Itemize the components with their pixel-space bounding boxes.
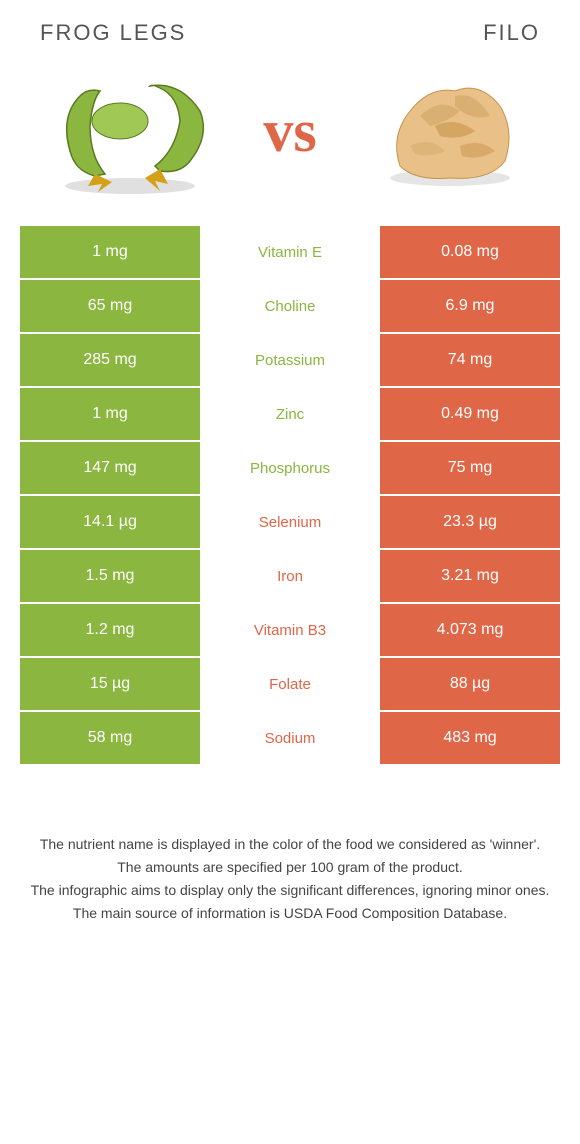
value-food-a: 1 mg bbox=[20, 226, 200, 278]
table-row: 58 mgSodium483 mg bbox=[20, 712, 560, 764]
value-food-b: 88 µg bbox=[380, 658, 560, 710]
nutrient-name: Vitamin E bbox=[200, 226, 380, 278]
value-food-a: 285 mg bbox=[20, 334, 200, 386]
table-row: 15 µgFolate88 µg bbox=[20, 658, 560, 710]
vs-text: vs bbox=[263, 97, 316, 166]
nutrient-name: Phosphorus bbox=[200, 442, 380, 494]
nutrient-name: Iron bbox=[200, 550, 380, 602]
table-row: 1.5 mgIron3.21 mg bbox=[20, 550, 560, 602]
value-food-b: 75 mg bbox=[380, 442, 560, 494]
value-food-a: 147 mg bbox=[20, 442, 200, 494]
table-row: 1 mgZinc0.49 mg bbox=[20, 388, 560, 440]
table-row: 1 mgVitamin E0.08 mg bbox=[20, 226, 560, 278]
nutrient-name: Sodium bbox=[200, 712, 380, 764]
footer-notes: The nutrient name is displayed in the co… bbox=[0, 794, 580, 956]
value-food-a: 58 mg bbox=[20, 712, 200, 764]
value-food-a: 1 mg bbox=[20, 388, 200, 440]
food-a-image bbox=[40, 66, 220, 196]
value-food-b: 0.49 mg bbox=[380, 388, 560, 440]
value-food-b: 0.08 mg bbox=[380, 226, 560, 278]
value-food-b: 4.073 mg bbox=[380, 604, 560, 656]
nutrient-name: Folate bbox=[200, 658, 380, 710]
footer-line-1: The nutrient name is displayed in the co… bbox=[30, 834, 550, 855]
value-food-a: 1.2 mg bbox=[20, 604, 200, 656]
value-food-b: 23.3 µg bbox=[380, 496, 560, 548]
value-food-a: 15 µg bbox=[20, 658, 200, 710]
titles-row: FROG LEGS FILO bbox=[0, 0, 580, 56]
footer-line-3: The infographic aims to display only the… bbox=[30, 880, 550, 901]
value-food-b: 74 mg bbox=[380, 334, 560, 386]
hero-row: vs bbox=[0, 56, 580, 226]
infographic-container: FROG LEGS FILO vs bbox=[0, 0, 580, 956]
table-row: 65 mgCholine6.9 mg bbox=[20, 280, 560, 332]
footer-line-2: The amounts are specified per 100 gram o… bbox=[30, 857, 550, 878]
value-food-b: 483 mg bbox=[380, 712, 560, 764]
nutrient-name: Zinc bbox=[200, 388, 380, 440]
nutrient-name: Potassium bbox=[200, 334, 380, 386]
value-food-b: 3.21 mg bbox=[380, 550, 560, 602]
value-food-a: 14.1 µg bbox=[20, 496, 200, 548]
footer-line-4: The main source of information is USDA F… bbox=[30, 903, 550, 924]
value-food-a: 65 mg bbox=[20, 280, 200, 332]
nutrient-name: Vitamin B3 bbox=[200, 604, 380, 656]
table-row: 1.2 mgVitamin B34.073 mg bbox=[20, 604, 560, 656]
food-b-title: FILO bbox=[483, 20, 540, 46]
food-a-title: FROG LEGS bbox=[40, 20, 186, 46]
nutrient-name: Choline bbox=[200, 280, 380, 332]
table-row: 147 mgPhosphorus75 mg bbox=[20, 442, 560, 494]
table-row: 14.1 µgSelenium23.3 µg bbox=[20, 496, 560, 548]
nutrient-table: 1 mgVitamin E0.08 mg65 mgCholine6.9 mg28… bbox=[0, 226, 580, 764]
table-row: 285 mgPotassium74 mg bbox=[20, 334, 560, 386]
food-b-image bbox=[360, 66, 540, 196]
nutrient-name: Selenium bbox=[200, 496, 380, 548]
value-food-a: 1.5 mg bbox=[20, 550, 200, 602]
value-food-b: 6.9 mg bbox=[380, 280, 560, 332]
